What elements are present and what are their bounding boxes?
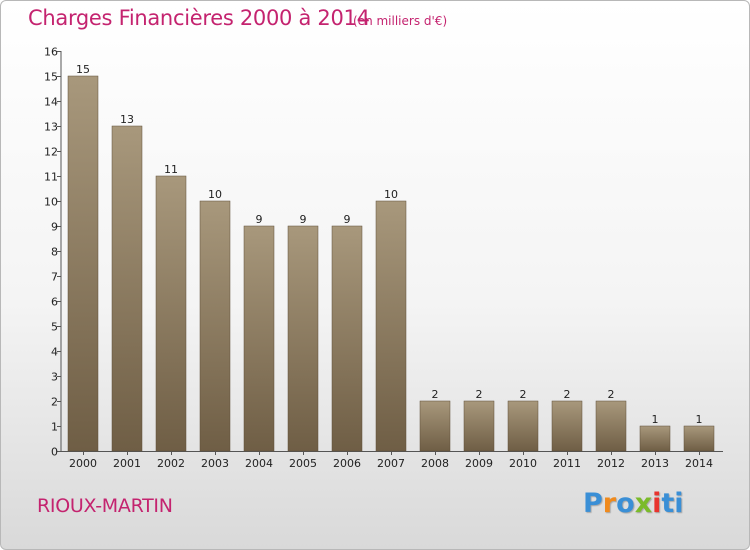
bar-2014 <box>683 425 715 452</box>
bar-2006 <box>331 225 363 452</box>
y-tick-label: 14 <box>44 96 58 109</box>
logo-letter: t <box>661 488 675 519</box>
x-tick-label: 2003 <box>201 457 229 470</box>
y-tick-label: 8 <box>51 246 58 259</box>
y-tick-label: 10 <box>44 196 58 209</box>
y-tick-label: 3 <box>51 371 58 384</box>
data-label: 10 <box>384 188 398 201</box>
x-tick-label: 2004 <box>245 457 273 470</box>
x-tick-label: 2005 <box>289 457 317 470</box>
data-label: 2 <box>608 388 615 401</box>
logo-letter: r <box>602 488 617 519</box>
bar-2004 <box>243 225 275 452</box>
x-tick-label: 2014 <box>685 457 713 470</box>
data-label: 2 <box>520 388 527 401</box>
logo-letter: x <box>634 488 653 519</box>
bar-2012 <box>595 400 627 452</box>
y-tick-label: 0 <box>51 446 58 459</box>
data-label: 9 <box>300 213 307 226</box>
data-label: 9 <box>344 213 351 226</box>
x-tick-label: 2007 <box>377 457 405 470</box>
data-label: 2 <box>564 388 571 401</box>
y-tick-label: 13 <box>44 121 58 134</box>
y-tick-label: 1 <box>51 421 58 434</box>
y-tick-label: 11 <box>44 171 58 184</box>
data-label: 13 <box>120 113 134 126</box>
y-tick-label: 15 <box>44 71 58 84</box>
logo-letter: i <box>652 488 662 519</box>
y-tick-label: 2 <box>51 396 58 409</box>
proxiti-logo: Proxiti <box>583 488 684 519</box>
data-label: 15 <box>76 63 90 76</box>
chart-title: Charges Financières 2000 à 2014 <box>28 6 370 30</box>
logo-letter: P <box>583 488 603 519</box>
bar-2010 <box>507 400 539 452</box>
data-label: 1 <box>652 413 659 426</box>
bar-2001 <box>111 125 143 452</box>
x-tick-label: 2009 <box>465 457 493 470</box>
bar-2007 <box>375 200 407 452</box>
y-tick-label: 6 <box>51 296 58 309</box>
y-tick-label: 5 <box>51 321 58 334</box>
data-label: 1 <box>696 413 703 426</box>
y-tick-label: 7 <box>51 271 58 284</box>
x-tick-label: 2011 <box>553 457 581 470</box>
data-label: 2 <box>476 388 483 401</box>
bar-2008 <box>419 400 451 452</box>
y-tick-label: 9 <box>51 221 58 234</box>
logo-letter: o <box>616 488 635 519</box>
bar-2005 <box>287 225 319 452</box>
data-label: 10 <box>208 188 222 201</box>
bar-2002 <box>155 175 187 452</box>
logo-letter: i <box>674 488 684 519</box>
x-tick-label: 2012 <box>597 457 625 470</box>
commune-name: RIOUX-MARTIN <box>37 495 173 517</box>
bar-2013 <box>639 425 671 452</box>
bar-2009 <box>463 400 495 452</box>
x-tick-label: 2008 <box>421 457 449 470</box>
x-tick-label: 2001 <box>113 457 141 470</box>
x-tick-label: 2000 <box>69 457 97 470</box>
x-tick-label: 2013 <box>641 457 669 470</box>
y-tick-label: 12 <box>44 146 58 159</box>
bar-2000 <box>67 75 99 452</box>
bar-2003 <box>199 200 231 452</box>
data-label: 9 <box>256 213 263 226</box>
x-tick-label: 2006 <box>333 457 361 470</box>
chart-unit: (en milliers d'€) <box>353 14 448 28</box>
y-tick-label: 16 <box>44 46 58 59</box>
y-tick-label: 4 <box>51 346 58 359</box>
x-tick-label: 2002 <box>157 457 185 470</box>
bar-2011 <box>551 400 583 452</box>
data-label: 2 <box>432 388 439 401</box>
data-label: 11 <box>164 163 178 176</box>
x-tick-label: 2010 <box>509 457 537 470</box>
